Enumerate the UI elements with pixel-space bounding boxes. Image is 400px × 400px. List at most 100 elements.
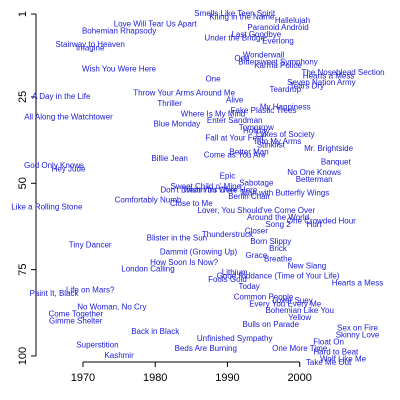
song-label: Tears Dry	[290, 82, 324, 91]
song-label: Betterman	[296, 175, 333, 184]
song-label: Closer	[245, 227, 268, 236]
song-label: Grace	[245, 251, 267, 260]
song-label: God Only Knows	[24, 161, 84, 170]
song-label: Common People	[234, 292, 294, 301]
song-label: Wolf Like Me	[320, 355, 367, 364]
song-label: Lakes of Society	[256, 130, 315, 139]
song-label: London Calling	[121, 265, 174, 274]
song-label: No Woman, No Cry	[77, 303, 146, 312]
song-label: A Day in the Life	[32, 92, 91, 101]
song-label: Skinny Love	[336, 330, 380, 339]
song-label: Into My Arms	[255, 137, 302, 146]
y-tick-label: 25	[17, 91, 29, 103]
song-label: Last Goodbye	[231, 30, 281, 39]
song-label: Hearts a Mess	[303, 71, 355, 80]
song-label: Epic	[220, 171, 236, 180]
song-label: Life on Mars?	[66, 285, 115, 294]
song-label: Float On	[313, 337, 344, 346]
song-label: Mr. Brightside	[304, 144, 353, 153]
song-label: Sweet Child o' Mine	[171, 182, 242, 191]
song-label: Back in Black	[131, 327, 180, 336]
x-tick-label: 1990	[215, 372, 239, 384]
song-label: Born Slippy	[250, 237, 291, 246]
song-label: Better Man	[230, 147, 269, 156]
song-label: One More Time	[272, 344, 328, 353]
song-label: Good Riddance (Time of Your Life)	[217, 272, 340, 281]
song-label: Close to Me	[170, 199, 213, 208]
song-label: Beds Are Burning	[175, 344, 237, 353]
song-label: Come Together	[48, 310, 103, 319]
song-label: Stinkfist	[257, 140, 286, 149]
song-label: Throw Your Arms Around Me	[133, 89, 235, 98]
song-label: Love Will Tear Us Apart	[114, 19, 198, 28]
song-label: Tiny Dancer	[69, 241, 112, 250]
song-label: New Slang	[288, 261, 327, 270]
y-ticks: 1 25 50 75 100	[17, 11, 36, 365]
song-label: Everlong	[262, 37, 294, 46]
song-label: Hey Jude	[52, 165, 86, 174]
song-label: Kiling in the Name	[209, 13, 274, 22]
song-label: Alive	[226, 95, 244, 104]
song-label: One	[234, 54, 250, 63]
song-label: Bohemian Rhapsody	[82, 26, 156, 35]
song-label: Kashmir	[104, 351, 134, 360]
y-tick-label: 100	[17, 347, 29, 365]
y-tick-label: 50	[17, 177, 29, 189]
song-label: Gimme Shelter	[49, 317, 103, 326]
song-label: Thunderstruck	[202, 230, 254, 239]
song-label: Wonderwall	[243, 51, 285, 60]
x-tick-label: 1980	[143, 372, 167, 384]
song-label: Sex on Fire	[337, 323, 378, 332]
song-label: Lithium	[222, 268, 248, 277]
song-label: Hearts a Mess	[332, 279, 384, 288]
song-label: Blue Monday	[154, 120, 201, 129]
song-label: Bulls on Parade	[243, 320, 300, 329]
song-label: Unfinished Sympathy	[197, 334, 273, 343]
song-label: Hard to Beat	[313, 348, 359, 357]
song-label: One Crowded Hour	[287, 216, 356, 225]
song-label: Smells Like Teen Spirit	[194, 9, 276, 18]
song-label: Teardrop	[269, 85, 301, 94]
song-label: Imagine	[76, 44, 105, 53]
song-label: Sabotage	[239, 178, 274, 187]
song-label: Lover, You Should've Come Over	[198, 206, 316, 215]
song-label: Seven Nation Army	[287, 78, 355, 87]
song-label: Fake Plastic Trees	[231, 106, 297, 115]
song-label: Comfortably Numb	[115, 196, 182, 205]
song-label: Dammit (Growing Up)	[160, 247, 238, 256]
song-label: Like a Rolling Stone	[11, 203, 83, 212]
song-label: Paranoid Android	[247, 23, 308, 32]
y-tick-label: 1	[17, 11, 29, 17]
song-label: Brick	[269, 244, 288, 253]
song-label: My Happiness	[260, 102, 311, 111]
song-label: Tomorrow	[239, 123, 274, 132]
song-label: Man with Butterfly Wings	[241, 189, 329, 198]
song-label: Yellow	[288, 313, 311, 322]
song-label: Come as You Are	[204, 151, 266, 160]
song-label: The Noseblead Section	[301, 68, 384, 77]
song-label: Hurt	[307, 220, 323, 229]
song-label: One	[205, 75, 221, 84]
song-label: Billie Jean	[151, 154, 187, 163]
song-label: Thriller	[157, 99, 182, 108]
song-label: Karma Police	[254, 61, 302, 70]
song-label: Today	[238, 282, 259, 291]
song-label: No One Knows	[287, 168, 341, 177]
x-ticks: 1970 1980 1990 2000	[71, 362, 312, 384]
song-label: All Along the Watchtower	[24, 113, 113, 122]
song-label: Wish You Were Here	[183, 185, 258, 194]
song-label: Lover Suey	[272, 296, 312, 305]
song-label: Berlin Chair	[228, 192, 270, 201]
song-label: Take Me Out	[306, 358, 352, 367]
song-label: Paint It, Black	[30, 289, 80, 298]
song-label: Holiday	[243, 127, 270, 136]
song-label: Superstition	[76, 341, 118, 350]
song-label: Under the Bridge	[204, 33, 265, 42]
song-label: Where Is My Mind	[181, 109, 245, 118]
song-label: Stairway to Heaven	[55, 40, 124, 49]
song-label: Wish You Were Here	[82, 64, 157, 73]
song-label: Hallelujah	[275, 16, 310, 25]
axes: 1 25 50 75 100 1970 1980 1990 2000	[17, 11, 312, 384]
